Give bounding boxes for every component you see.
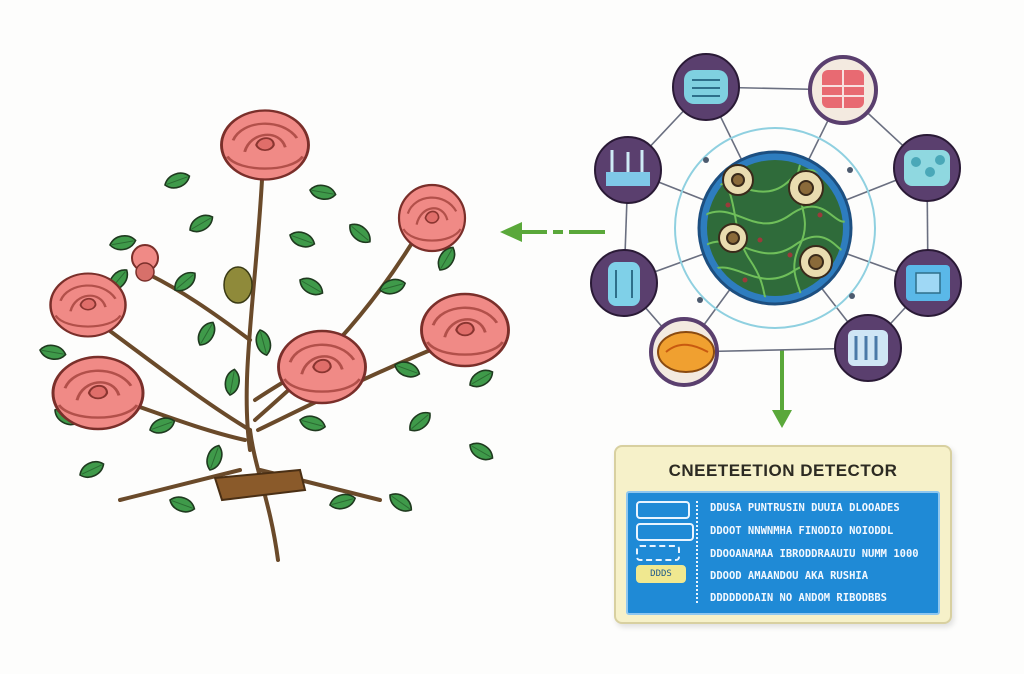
indicator-label: DDDS xyxy=(636,565,686,583)
screen-line: DDUSA PUNTRUSIN DUUIA DLOOADES xyxy=(710,502,900,514)
indicator-1-icon xyxy=(636,501,690,519)
node-chip-icon xyxy=(894,249,962,317)
screen-line: DDDDDODAIN NO ANDOM RIBODBBS xyxy=(710,592,888,604)
node-pods-icon xyxy=(834,314,902,382)
arrow-down xyxy=(772,350,792,428)
screen-line: DDOOT NNWNMHA FINODIO NOIODDL xyxy=(710,525,894,537)
node-cells-icon xyxy=(893,134,961,202)
screen-divider xyxy=(696,501,700,603)
indicator-2-icon xyxy=(636,523,694,541)
network-diagram xyxy=(590,53,962,387)
hub-cells xyxy=(718,164,833,279)
node-grid-icon xyxy=(808,55,878,125)
rose-blooms xyxy=(49,109,510,431)
node-scan-icon xyxy=(672,53,740,121)
node-sensor-icon xyxy=(590,249,658,317)
detector-panel: CNEETEETION DETECTOR DDDS DDUSA PUNTRUSI… xyxy=(614,445,952,624)
detector-title: CNEETEETION DETECTOR xyxy=(668,461,898,480)
arrow-left xyxy=(500,222,605,242)
rose-bush-illustration xyxy=(38,109,510,562)
node-leaf-icon xyxy=(649,317,719,387)
detector-screen: DDDS DDUSA PUNTRUSIN DUUIA DLOOADES DDOO… xyxy=(626,491,940,615)
screen-line: DDOOANAMAA IBRODDRAAUIU NUMM 1000 xyxy=(710,548,919,560)
indicator-3-icon xyxy=(636,545,680,561)
node-device-icon xyxy=(594,136,662,204)
plant-cell-hub xyxy=(697,150,853,306)
screen-line: DDOOD AMAANDOU AKA RUSHIA xyxy=(710,570,869,582)
